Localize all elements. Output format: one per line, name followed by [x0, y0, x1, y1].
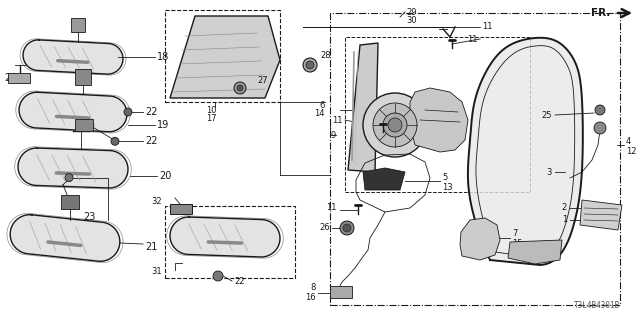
Text: FR.: FR. [591, 8, 610, 18]
Text: 29: 29 [406, 7, 417, 17]
Circle shape [65, 173, 73, 182]
Text: 26: 26 [319, 222, 330, 231]
Polygon shape [10, 215, 120, 261]
Circle shape [343, 224, 351, 232]
Text: 14: 14 [314, 108, 325, 117]
Bar [345, 37, 530, 192]
Circle shape [383, 113, 407, 137]
Circle shape [373, 103, 417, 147]
Text: T3L4B4301B: T3L4B4301B [573, 301, 620, 310]
FancyBboxPatch shape [61, 195, 79, 209]
Polygon shape [18, 148, 128, 188]
Text: 11: 11 [482, 21, 493, 30]
Text: 13: 13 [442, 182, 452, 191]
Text: 22: 22 [145, 107, 157, 117]
Text: 11: 11 [326, 204, 337, 212]
Text: 4: 4 [626, 137, 631, 146]
Circle shape [306, 61, 314, 69]
Text: 24: 24 [4, 73, 17, 83]
Polygon shape [410, 88, 468, 152]
Text: 12: 12 [626, 147, 637, 156]
Polygon shape [508, 240, 562, 264]
Text: 7: 7 [512, 229, 517, 238]
Text: 18: 18 [157, 52, 169, 62]
FancyBboxPatch shape [75, 69, 91, 85]
Polygon shape [23, 40, 123, 74]
Circle shape [388, 118, 402, 132]
Polygon shape [363, 168, 405, 190]
Text: 3: 3 [547, 167, 552, 177]
Text: 22: 22 [145, 136, 157, 146]
Circle shape [234, 82, 246, 94]
Text: 15: 15 [512, 239, 522, 249]
Circle shape [237, 85, 243, 91]
Bar [165, 10, 280, 102]
FancyBboxPatch shape [71, 18, 85, 32]
Text: 22: 22 [234, 277, 244, 286]
Circle shape [303, 58, 317, 72]
Text: 32: 32 [152, 196, 162, 205]
Text: 17: 17 [206, 114, 216, 123]
Text: 20: 20 [159, 171, 172, 181]
Text: 31: 31 [152, 267, 162, 276]
Text: 5: 5 [442, 172, 447, 181]
Polygon shape [580, 200, 622, 230]
Circle shape [340, 221, 354, 235]
Circle shape [595, 105, 605, 115]
Text: 16: 16 [305, 292, 316, 301]
Text: 27: 27 [257, 76, 268, 84]
Text: 28: 28 [320, 51, 331, 60]
Text: 11: 11 [467, 35, 478, 44]
Text: 19: 19 [157, 120, 169, 130]
Text: 2: 2 [562, 204, 567, 212]
Polygon shape [170, 217, 280, 257]
Polygon shape [170, 16, 280, 98]
FancyBboxPatch shape [330, 286, 352, 298]
Circle shape [213, 271, 223, 281]
Text: 10: 10 [206, 106, 216, 115]
Text: 21: 21 [145, 242, 157, 252]
Text: 1: 1 [562, 215, 567, 225]
Bar [165, 206, 295, 278]
Text: 23: 23 [83, 212, 95, 222]
Bar [330, 13, 620, 305]
Circle shape [111, 137, 119, 145]
Polygon shape [348, 43, 378, 172]
Text: 11: 11 [333, 116, 343, 124]
Text: 8: 8 [310, 283, 316, 292]
Circle shape [594, 122, 606, 134]
Text: 30: 30 [406, 15, 417, 25]
Polygon shape [460, 218, 500, 260]
Polygon shape [19, 92, 127, 132]
Polygon shape [468, 38, 583, 265]
FancyBboxPatch shape [75, 119, 93, 131]
Text: 9: 9 [331, 131, 336, 140]
Text: 25: 25 [541, 110, 552, 119]
FancyBboxPatch shape [8, 73, 30, 83]
Text: 6: 6 [319, 100, 325, 109]
Circle shape [124, 108, 132, 116]
FancyBboxPatch shape [170, 204, 192, 214]
Circle shape [363, 93, 427, 157]
